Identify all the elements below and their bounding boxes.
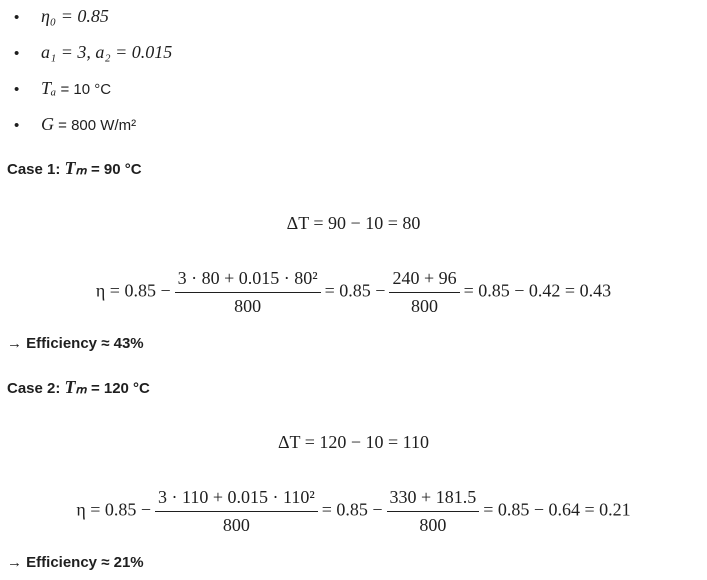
eq-part: = 0.85 − [324,280,386,301]
numerator: 3 · 80 + 0.015 · 80² [174,268,321,293]
delta-equation: ΔT = 90 − 10 = 80 [286,213,421,233]
eq-part: η = 0.85 − [95,280,171,301]
bullet-dot: • [14,81,20,98]
case-heading: Case 1: Tₘ = 90 °C [7,158,142,179]
case-heading: Case 2: Tₘ = 120 °C [7,377,150,398]
numerator: 3 · 110 + 0.015 · 110² [155,487,318,512]
case-label: Case 2: [7,380,61,397]
result: → Efficiency ≈ 43% [7,335,144,352]
case-var: Tₘ [64,158,87,178]
case-value: = 90 °C [90,161,142,178]
bullet-dot: • [14,45,20,62]
math: a₁ = 3, a₂ = 0.015 [41,42,173,62]
math: Tₐ [41,78,57,98]
eq-part: = 0.85 − 0.64 = 0.21 [483,499,631,520]
denominator: 800 [222,515,250,535]
denominator: 800 [411,296,439,316]
math: η₀ = 0.85 [41,6,109,26]
text: = 10 °C [56,81,112,98]
denominator: 800 [234,296,262,316]
denominator: 800 [419,515,447,535]
bullet-item: • Tₐ = 10 °C [14,78,111,99]
case-value: = 120 °C [90,380,150,397]
bullet-item: • η₀ = 0.85 [14,6,109,27]
result: → Efficiency ≈ 21% [7,554,144,571]
case-label: Case 1: [7,161,61,178]
text: = 800 W/m² [54,117,137,134]
fraction: 330 + 181.5 800 [386,487,480,536]
case-var: Tₘ [64,377,87,397]
fraction: 240 + 96 800 [389,268,460,317]
eq-part: η = 0.85 − [76,499,152,520]
bullet-dot: • [14,9,20,26]
eq-part: = 0.85 − 0.42 = 0.43 [463,280,612,301]
fraction: 3 · 110 + 0.015 · 110² 800 [155,487,318,536]
numerator: 240 + 96 [389,268,460,293]
fraction: 3 · 80 + 0.015 · 80² 800 [174,268,321,317]
numerator: 330 + 181.5 [386,487,480,512]
bullet-item: • a₁ = 3, a₂ = 0.015 [14,42,172,63]
delta-equation: ΔT = 120 − 10 = 110 [277,432,430,452]
bullet-item: • G = 800 W/m² [14,114,136,135]
eta-equation: η = 0.85 −3 · 110 + 0.015 · 110² 800 = 0.8… [0,487,707,536]
eq-part: = 0.85 − [321,499,383,520]
eta-equation: η = 0.85 −3 · 80 + 0.015 · 80² 800 = 0.85 … [0,268,707,317]
bullet-dot: • [14,117,20,134]
math: G [41,114,54,134]
